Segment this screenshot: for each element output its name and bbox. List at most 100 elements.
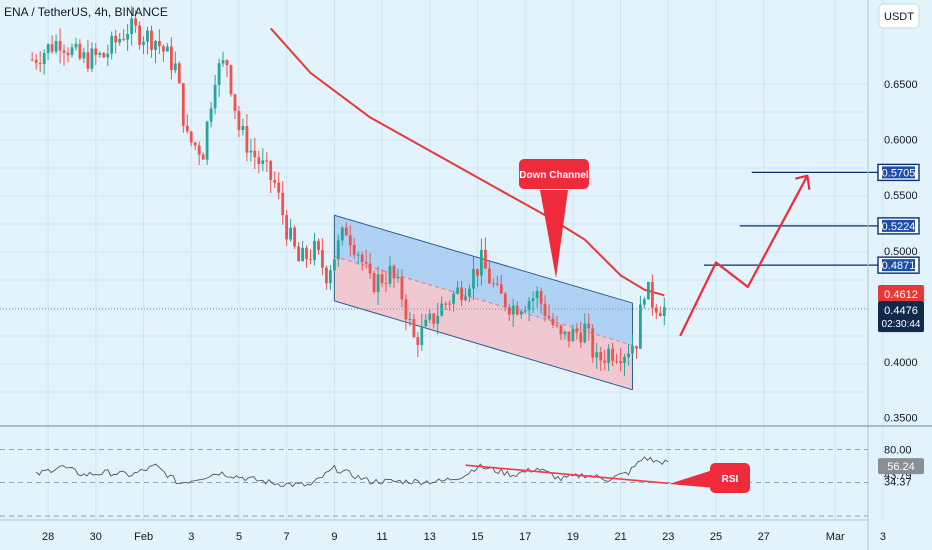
price-tick-label: 0.6500 [884, 79, 918, 91]
time-tick-label: 27 [758, 531, 770, 543]
candle-body [245, 126, 249, 153]
candle-body [488, 268, 491, 284]
candle-body [158, 41, 161, 47]
rsi-tick-label: 80.00 [884, 445, 912, 457]
candle-body [329, 270, 332, 284]
candle-body [221, 60, 225, 64]
candle-body [658, 312, 662, 316]
candle-body [392, 265, 396, 279]
candle-body [150, 30, 153, 50]
level-badge-fill [882, 259, 915, 272]
candle-body [492, 283, 495, 285]
candle-body [74, 43, 78, 48]
candle-body [261, 160, 265, 164]
candle-body [631, 346, 634, 354]
candle-body [265, 160, 269, 162]
candle-body [372, 273, 376, 292]
time-axis: 28 30 Feb 3 5 7 9 11 13 15 17 19 21 23 25 27 Mar 3 [42, 531, 886, 543]
down-channel-callout: Down Channel [519, 159, 589, 278]
candle-body [527, 301, 531, 311]
candle-body [229, 65, 233, 95]
candle-body [301, 247, 304, 262]
candle-body [162, 46, 165, 52]
candle-body [142, 41, 145, 45]
candle-body [249, 150, 253, 153]
time-tick-label: 9 [331, 531, 337, 543]
level-badge-fill [882, 166, 915, 179]
projection-arrowhead [795, 174, 811, 190]
candle-body [110, 35, 114, 54]
candle-body [78, 43, 82, 59]
price-badge [878, 301, 924, 333]
candle-body [543, 303, 547, 317]
candle-body [635, 346, 638, 349]
candle-body [86, 52, 90, 69]
candle-body [595, 352, 599, 358]
candle-body [305, 247, 308, 260]
candle-body [293, 227, 296, 247]
level-badge-value: 0.5224 [882, 221, 916, 233]
candle-body [126, 34, 129, 40]
candle-body [416, 337, 420, 345]
channel-lower-zone [334, 256, 633, 390]
candle-body [173, 63, 177, 71]
candle-body [480, 249, 483, 276]
candle-body [273, 180, 277, 183]
candle-body [130, 18, 133, 34]
candle-body [114, 35, 118, 43]
candle-body [583, 323, 587, 343]
candle-body [531, 298, 535, 302]
candle-body [468, 288, 471, 297]
candle-body [599, 352, 603, 361]
candle-body [197, 145, 201, 155]
candle-body [376, 274, 380, 292]
candle-body [639, 304, 642, 349]
candle-body [495, 283, 499, 285]
rsi-line [35, 456, 669, 488]
candle-body [559, 325, 563, 335]
candle-body [571, 328, 575, 342]
time-tick-label: 15 [471, 531, 483, 543]
candle-body [368, 263, 372, 274]
candle-body [217, 63, 221, 85]
projection-arrow [679, 174, 811, 337]
candle-body [134, 18, 137, 26]
candle-body [289, 227, 292, 240]
candle-body [472, 268, 475, 289]
candle-body [233, 94, 237, 111]
candle-body [440, 303, 444, 316]
candle-body [118, 38, 122, 43]
candle-body [611, 348, 614, 361]
candle-body [189, 131, 193, 143]
candle-body [154, 41, 157, 50]
currency-button[interactable]: USDT [878, 3, 920, 29]
candle-body [563, 331, 567, 335]
chart-title: ENA / TetherUS, 4h, BINANCE [4, 5, 168, 19]
candle-body [591, 328, 595, 358]
candle-body [50, 44, 54, 52]
price-tick-label: 0.3500 [884, 413, 918, 425]
candle-body [285, 215, 288, 240]
candle-body [547, 316, 551, 319]
candle-body [579, 332, 583, 343]
time-tick-label: 23 [662, 531, 674, 543]
countdown-timer: 02:30:44 [882, 319, 921, 330]
candle-body [615, 360, 618, 362]
time-tick-label: 3 [188, 531, 194, 543]
time-tick-label: 25 [710, 531, 722, 543]
candle-body [352, 245, 356, 255]
candle-body [193, 142, 197, 146]
time-tick-label: 3 [880, 531, 886, 543]
candle-body [388, 265, 392, 284]
candle-body [253, 150, 257, 158]
candle-body [58, 40, 62, 51]
time-tick-label: 19 [567, 531, 579, 543]
candle-body [209, 108, 213, 122]
time-tick-label: Feb [134, 531, 153, 543]
candle-body [170, 46, 173, 71]
down-channel-pointer [540, 190, 568, 278]
